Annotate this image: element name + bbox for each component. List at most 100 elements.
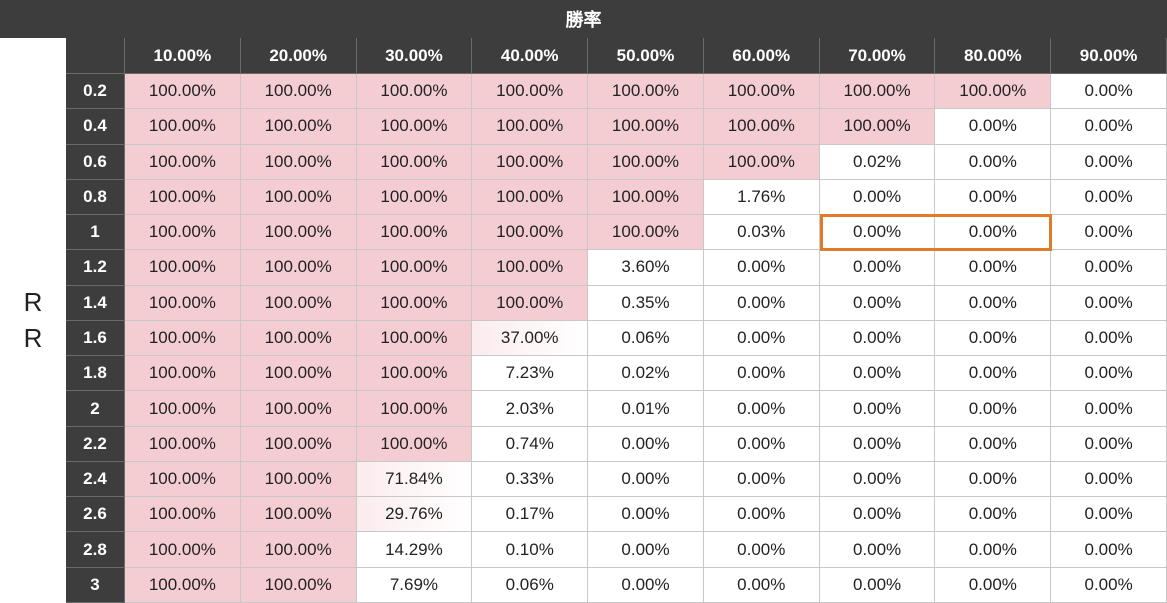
table-corner	[66, 38, 125, 74]
table-cell: 100.00%	[472, 74, 589, 110]
column-header: 50.00%	[588, 38, 704, 74]
table-cell: 0.00%	[588, 532, 704, 568]
table-cell: 100.00%	[125, 320, 241, 357]
table-cell: 0.00%	[588, 461, 704, 498]
table-cell: 100.00%	[125, 179, 241, 216]
table-cell: 100.00%	[819, 109, 936, 145]
table-cell: 0.01%	[588, 391, 704, 427]
row-header: 2.8	[66, 532, 125, 568]
row-header: 0.8	[66, 179, 125, 216]
table-cell: 0.00%	[1051, 532, 1167, 568]
table-cell: 100.00%	[125, 391, 241, 427]
table-cell: 0.00%	[1051, 179, 1167, 216]
table-cell: 100.00%	[588, 215, 704, 251]
table-cell: 0.00%	[1051, 109, 1167, 145]
table-cell: 100.00%	[356, 285, 473, 321]
table-cell: 0.00%	[819, 391, 936, 427]
table-cell: 0.00%	[935, 391, 1052, 427]
column-header: 80.00%	[935, 38, 1052, 74]
row-header: 2.4	[66, 461, 125, 498]
table-cell: 0.00%	[588, 497, 704, 533]
table-cell: 0.00%	[588, 567, 704, 603]
winrate-header: 勝率	[0, 0, 1167, 38]
table-cell: 100.00%	[240, 461, 357, 498]
table-cell: 100.00%	[472, 144, 589, 180]
table-cell: 0.00%	[1051, 567, 1167, 603]
table-cell: 100.00%	[125, 109, 241, 145]
table-cell: 100.00%	[356, 391, 473, 427]
table-cell: 2.03%	[472, 391, 589, 427]
table-cell: 1.76%	[703, 179, 820, 216]
table-cell: 0.00%	[819, 567, 936, 603]
table-cell: 100.00%	[125, 532, 241, 568]
table-cell: 0.00%	[1051, 74, 1167, 110]
row-header: 1.8	[66, 356, 125, 392]
table-cell: 100.00%	[125, 285, 241, 321]
table-cell: 0.00%	[1051, 391, 1167, 427]
table-cell: 0.00%	[935, 497, 1052, 533]
table-cell: 0.00%	[1051, 144, 1167, 180]
table-cell: 0.00%	[1051, 497, 1167, 533]
table-cell: 100.00%	[240, 74, 357, 110]
table-cell: 100.00%	[703, 109, 820, 145]
table-cell: 100.00%	[588, 144, 704, 180]
table-cell: 100.00%	[819, 74, 936, 110]
table-cell: 100.00%	[240, 356, 357, 392]
table-cell: 100.00%	[240, 109, 357, 145]
table-cell: 7.69%	[356, 567, 473, 603]
table-cell: 100.00%	[472, 215, 589, 251]
table-cell: 0.00%	[703, 250, 820, 286]
table-cell: 0.00%	[703, 356, 820, 392]
table-cell: 100.00%	[125, 356, 241, 392]
table-cell: 0.17%	[472, 497, 589, 533]
table-cell: 0.00%	[819, 250, 936, 286]
table-cell: 0.10%	[472, 532, 589, 568]
table-cell: 0.00%	[935, 567, 1052, 603]
table-cell: 0.00%	[1051, 426, 1167, 462]
table-cell: 0.00%	[703, 391, 820, 427]
table-cell: 0.00%	[588, 426, 704, 462]
table-cell: 0.00%	[819, 532, 936, 568]
table-cell: 100.00%	[240, 567, 357, 603]
table-cell: 0.00%	[819, 497, 936, 533]
table-cell: 100.00%	[125, 426, 241, 462]
table-cell: 100.00%	[125, 74, 241, 110]
table-cell: 0.00%	[935, 109, 1052, 145]
table-cell: 100.00%	[240, 144, 357, 180]
table-cell: 0.06%	[472, 567, 589, 603]
rr-axis: R R	[0, 38, 67, 603]
rr-axis-label-line1: R	[23, 287, 43, 317]
column-header: 30.00%	[356, 38, 473, 74]
table-cell: 100.00%	[125, 567, 241, 603]
row-header: 0.2	[66, 74, 125, 110]
data-grid: 10.00% 20.00% 30.00% 40.00% 50.00% 60.00% 70.0…	[66, 38, 1167, 603]
table-cell: 100.00%	[356, 74, 473, 110]
column-header: 40.00%	[472, 38, 589, 74]
table-cell: 29.76%	[356, 497, 473, 533]
table-cell: 100.00%	[240, 250, 357, 286]
table-cell: 0.00%	[819, 461, 936, 498]
table-cell: 0.06%	[588, 320, 704, 357]
table-cell: 100.00%	[472, 179, 589, 216]
column-header: 10.00%	[125, 38, 241, 74]
table-cell: 100.00%	[240, 391, 357, 427]
row-header: 0.4	[66, 109, 125, 145]
table-cell: 100.00%	[588, 179, 704, 216]
table-cell: 7.23%	[472, 356, 589, 392]
table-cell: 0.00%	[1051, 250, 1167, 286]
table-cell: 0.00%	[935, 144, 1052, 180]
table-cell: 100.00%	[125, 144, 241, 180]
table-cell: 100.00%	[356, 356, 473, 392]
table-cell: 0.00%	[703, 285, 820, 321]
table-cell: 100.00%	[240, 532, 357, 568]
table-cell: 0.00%	[819, 356, 936, 392]
table-cell: 0.00%	[935, 356, 1052, 392]
table-cell: 0.00%	[819, 179, 936, 216]
table-cell: 0.00%	[819, 215, 936, 251]
table-cell: 100.00%	[240, 179, 357, 216]
table-cell: 100.00%	[125, 497, 241, 533]
table-cell: 0.00%	[1051, 356, 1167, 392]
table-cell: 0.00%	[935, 215, 1052, 251]
rr-axis-label-line2: R	[23, 323, 43, 353]
table-cell: 0.00%	[935, 285, 1052, 321]
